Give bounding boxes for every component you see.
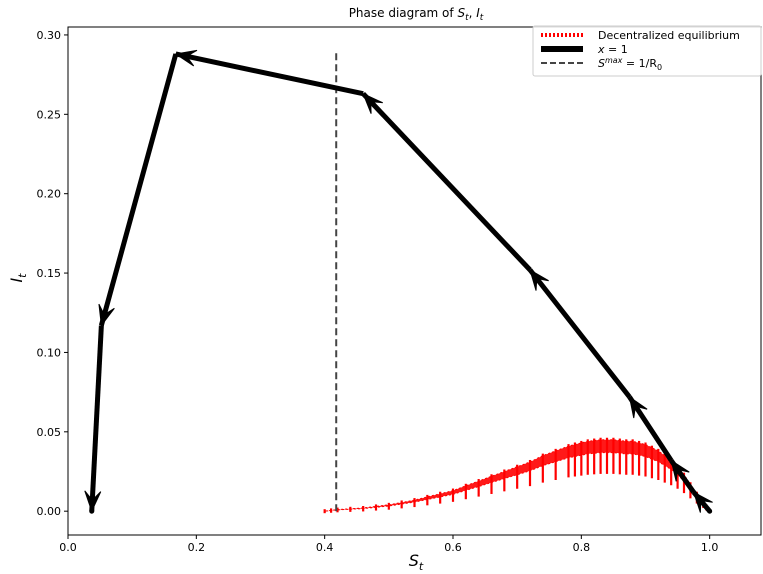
x1-trajectory-segment <box>528 268 632 399</box>
x1-trajectory-arrow <box>84 490 102 513</box>
y-tick-label: 0.10 <box>37 346 62 359</box>
x-tick-label: 0.0 <box>59 541 77 554</box>
axes-frame <box>67 26 762 536</box>
x1-trajectory-segment <box>361 91 532 272</box>
y-tick-label: 0.05 <box>37 426 62 439</box>
x1-trajectory-arrow <box>362 92 383 114</box>
x1-trajectory-arrow <box>174 49 198 67</box>
x-tick-label: 0.4 <box>316 541 334 554</box>
chart-title: Phase diagram of St, It <box>349 6 484 23</box>
y-tick-label: 0.30 <box>37 29 62 42</box>
x1-trajectory-segment <box>175 51 364 97</box>
x1-trajectory-arrow <box>529 268 549 291</box>
x1-trajectory-segment <box>98 53 179 327</box>
trajectory-end-marker <box>89 508 95 514</box>
x-tick-label: 0.2 <box>188 541 206 554</box>
x1-trajectory-arrow <box>628 395 648 419</box>
x1-trajectory-arrow <box>98 303 115 327</box>
y-axis-title: It <box>7 273 29 283</box>
x1-trajectory-segment <box>89 325 104 512</box>
legend-label-decentralized: Decentralized equilibrium <box>598 29 740 42</box>
legend: Decentralized equilibrium x = 1 Smax = 1… <box>532 25 762 77</box>
x1-trajectory-segment <box>627 395 674 462</box>
x-axis-title: St <box>409 551 424 573</box>
axis-ticks: 0.0 0.2 0.4 0.6 0.8 1.0 0.00 0.05 0.10 0.15 0.20 0.… <box>37 29 719 554</box>
x1-trajectory-arrow <box>692 491 713 513</box>
x1-trajectory-arrow <box>670 459 690 482</box>
decentralized-equilibrium-band <box>324 439 711 512</box>
y-tick-label: 0.00 <box>37 505 62 518</box>
y-tick-label: 0.15 <box>37 267 62 280</box>
y-tick-label: 0.20 <box>37 188 62 201</box>
x-tick-label: 0.8 <box>573 541 591 554</box>
trajectory-start-marker <box>707 508 713 514</box>
y-tick-label: 0.25 <box>37 108 62 121</box>
legend-label-x1: x = 1 <box>597 43 628 56</box>
x-tick-label: 1.0 <box>701 541 719 554</box>
plot-area <box>67 26 762 536</box>
legend-label-smax: Smax = 1/R0 <box>598 56 662 72</box>
legend-frame <box>532 25 762 77</box>
x-tick-label: 0.6 <box>444 541 462 554</box>
